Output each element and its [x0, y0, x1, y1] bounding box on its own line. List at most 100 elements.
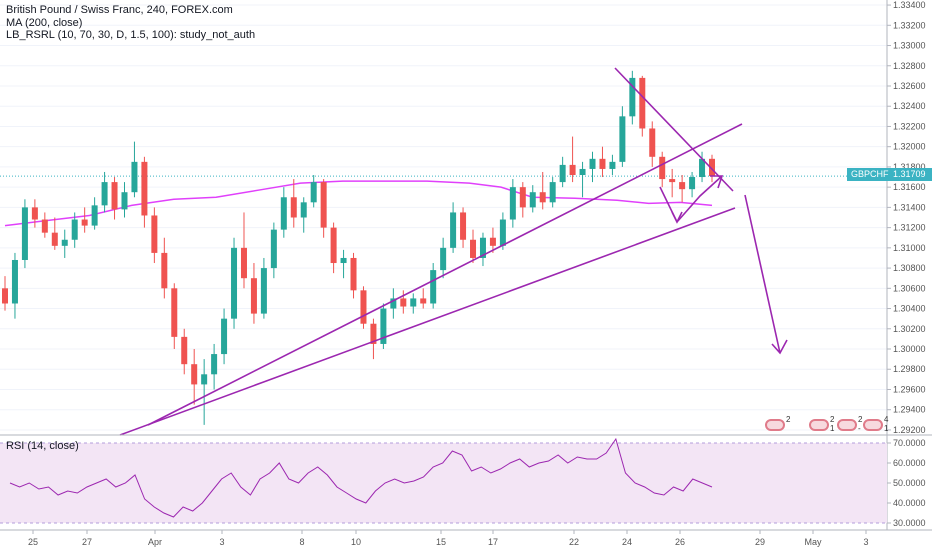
candle-body — [350, 257, 357, 291]
candle-body — [111, 182, 118, 210]
time-tick-label: 15 — [436, 537, 446, 547]
rsi-panel — [0, 437, 887, 524]
candle-body — [191, 364, 198, 385]
price-tick-label: 1.30400 — [893, 304, 926, 314]
earnings-icon[interactable]: 2 - — [837, 415, 863, 434]
candle-body — [380, 308, 387, 344]
lower-trendline — [119, 207, 736, 436]
candle-body — [689, 177, 696, 190]
time-tick-label: 3 — [219, 537, 224, 547]
time-tick-label: 29 — [755, 537, 765, 547]
price-tick-label: 1.31000 — [893, 243, 926, 253]
price-grid — [0, 4, 887, 431]
arrow-up-icon — [710, 175, 724, 189]
earnings-icon[interactable]: 4 1 — [863, 415, 889, 434]
price-tick-label: 1.33000 — [893, 41, 926, 51]
candle-body — [629, 77, 636, 117]
price-tick-label: 1.29600 — [893, 384, 926, 394]
candle-body — [61, 239, 68, 246]
candle-body — [81, 219, 88, 226]
candle-body — [280, 197, 287, 230]
candle-body — [529, 192, 536, 208]
moving-average — [4, 180, 713, 227]
candle-body — [250, 278, 257, 314]
time-tick-label: Apr — [148, 537, 162, 547]
price-tag-value: 1.31709 — [893, 169, 926, 179]
price-tick-label: 1.32000 — [893, 142, 926, 152]
earnings-icon[interactable]: 2 — [765, 415, 791, 434]
rsi-indicator-label[interactable]: RSI (14, close) — [6, 440, 79, 452]
rsi-tick-label: 50.0000 — [893, 478, 926, 488]
time-tick-label: 24 — [622, 537, 632, 547]
candle-body — [639, 77, 646, 129]
rsi-tick-label: 70.0000 — [893, 438, 926, 448]
earnings-icon[interactable]: 2 1 — [809, 415, 835, 434]
candle-body — [121, 192, 128, 210]
price-tick-label: 1.33400 — [893, 0, 926, 10]
candlesticks — [2, 70, 715, 425]
candle-body — [609, 161, 616, 169]
trend-drawings — [119, 67, 788, 436]
price-tick-label: 1.30200 — [893, 324, 926, 334]
rsi-tick-label: 60.0000 — [893, 458, 926, 468]
candle-body — [211, 354, 218, 375]
candle-body — [71, 219, 78, 240]
rsi-tick-label: 40.0000 — [893, 498, 926, 508]
candle-body — [151, 215, 158, 253]
candle-body — [440, 247, 447, 271]
custom-indicator-label[interactable]: LB_RSRL (10, 70, 30, D, 1.5, 100): study… — [6, 29, 256, 41]
time-axis[interactable]: 25 27 Apr 3 8 10 15 17 22 24 26 29 May 3 — [28, 530, 869, 547]
price-axis[interactable]: 1.33400 1.33200 1.33000 1.32800 1.32600 1.324… — [0, 0, 932, 531]
candle-body — [430, 270, 437, 304]
candle-body — [499, 219, 506, 246]
candle-body — [509, 187, 516, 220]
candle-body — [649, 128, 656, 157]
candle-body — [240, 247, 247, 279]
candle-body — [470, 239, 477, 258]
candle-body — [300, 202, 307, 218]
candle-body — [21, 207, 28, 260]
candle-body — [181, 336, 188, 365]
price-tick-label: 1.32200 — [893, 121, 926, 131]
candle-body — [420, 298, 427, 304]
price-tick-label: 1.31800 — [893, 162, 926, 172]
candle-body — [599, 158, 606, 169]
candle-body — [669, 179, 676, 183]
time-tick-label: 8 — [299, 537, 304, 547]
time-tick-label: 10 — [351, 537, 361, 547]
candle-body — [559, 164, 566, 183]
price-tick-label: 1.30000 — [893, 344, 926, 354]
candle-body — [370, 323, 377, 344]
price-tick-label: 1.32400 — [893, 101, 926, 111]
ma-line — [4, 180, 713, 227]
candle-body — [101, 182, 108, 206]
candle-body — [131, 161, 138, 193]
rsi-line — [9, 437, 713, 518]
time-tick-label: 26 — [675, 537, 685, 547]
price-tick-label: 1.31200 — [893, 223, 926, 233]
time-tick-label: 17 — [488, 537, 498, 547]
candle-body — [231, 247, 238, 319]
candle-body — [450, 212, 457, 248]
candle-body — [340, 257, 347, 264]
candle-body — [260, 268, 267, 314]
candle-body — [539, 192, 546, 203]
candle-body — [11, 259, 18, 304]
price-tick-label: 1.31600 — [893, 182, 926, 192]
candle-body — [310, 182, 317, 203]
candle-body — [579, 168, 586, 176]
forecast-arrow-icon — [771, 339, 788, 355]
rsi-tick-label: 30.0000 — [893, 518, 926, 528]
candle-body — [519, 187, 526, 208]
candle-body — [51, 232, 58, 246]
price-tag-symbol: GBPCHF — [851, 169, 889, 179]
candle-body — [400, 298, 407, 307]
ma-indicator-label[interactable]: MA (200, close) — [6, 17, 83, 29]
candle-body — [619, 116, 626, 162]
candle-body — [41, 219, 48, 233]
candle-body — [390, 298, 397, 309]
candle-body — [659, 156, 666, 180]
candle-body — [460, 212, 467, 240]
price-tick-label: 1.31400 — [893, 202, 926, 212]
